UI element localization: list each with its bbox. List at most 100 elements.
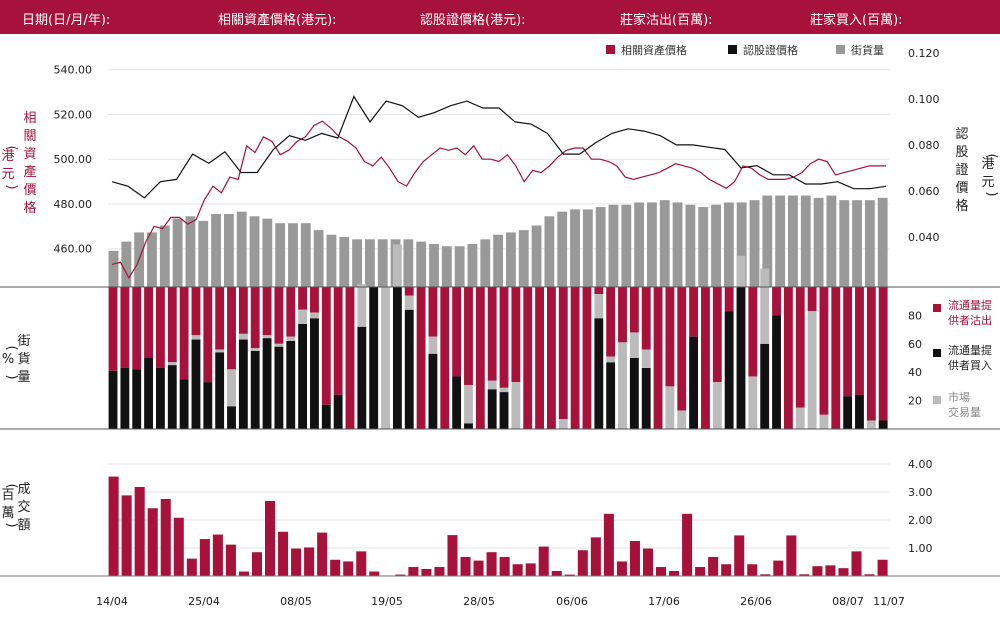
turnover-bar — [343, 561, 354, 576]
turnover-bar — [278, 531, 289, 576]
volume-bar — [762, 195, 773, 287]
mm-sell-bar — [511, 287, 521, 383]
left-tick-label: 520.00 — [54, 108, 93, 121]
mm-buy-bar — [369, 287, 379, 429]
mid-legend-swatch — [933, 349, 941, 357]
axis-label-char: 街 — [17, 334, 30, 349]
paren: ( — [4, 345, 19, 350]
volume-bar — [608, 204, 619, 287]
x-tick-label: 11/07 — [873, 595, 905, 608]
axis-label-char: 價 — [23, 183, 36, 198]
mm-buy-bar — [144, 358, 153, 429]
volume-bar — [826, 195, 837, 287]
market-volume-bar — [191, 335, 201, 340]
turnover-bar — [603, 513, 614, 576]
volume-bar — [864, 200, 875, 287]
turnover-bar — [669, 570, 680, 576]
right-tick-label: 0.080 — [908, 139, 940, 152]
mm-buy-bar — [227, 406, 236, 429]
bottom-panel — [108, 476, 888, 576]
mm-sell-bar — [238, 287, 248, 334]
volume-bar — [147, 232, 157, 287]
right-tick-label: 0.100 — [908, 93, 940, 106]
mm-buy-bar — [286, 340, 296, 429]
axis-label-char: 港 — [1, 149, 14, 164]
bottom-tick-label: 3.00 — [908, 486, 933, 499]
mm-buy-bar — [155, 367, 165, 429]
mm-sell-bar — [404, 287, 414, 296]
volume-bar — [570, 209, 580, 287]
mm-buy-bar — [404, 309, 414, 429]
turnover-bar — [564, 574, 575, 576]
mm-sell-bar — [416, 287, 426, 429]
volume-bar — [557, 211, 568, 287]
mm-buy-bar — [689, 336, 699, 429]
axis-label-char: 元 — [1, 167, 14, 182]
mm-buy-bar — [321, 404, 331, 429]
mm-sell-bar — [440, 287, 450, 429]
mm-sell-bar — [144, 287, 153, 358]
paren: ) — [4, 374, 19, 379]
left-tick-label: 500.00 — [54, 153, 93, 166]
turnover-bar — [212, 534, 223, 576]
left-tick-label: 480.00 — [54, 198, 93, 211]
volume-bar — [249, 216, 260, 287]
turnover-bar — [682, 513, 693, 576]
mm-buy-bar — [238, 339, 248, 429]
axis-label-char: 成 — [17, 482, 30, 497]
mm-buy-bar — [179, 379, 189, 429]
mm-sell-bar — [120, 287, 130, 368]
mm-sell-bar — [689, 287, 699, 337]
volume-bar — [788, 195, 798, 287]
x-tick-label: 28/05 — [463, 595, 495, 608]
volume-bar — [723, 202, 734, 287]
middle-panel — [108, 244, 888, 429]
volume-bar — [313, 230, 324, 287]
turnover-bar — [486, 552, 497, 576]
mm-sell-bar — [298, 287, 308, 310]
turnover-bar — [747, 564, 758, 576]
volume-bar — [429, 243, 439, 287]
mid-legend-swatch — [933, 396, 941, 404]
mm-sell-bar — [866, 287, 876, 421]
turnover-bar — [147, 508, 158, 576]
market-volume-bar — [238, 333, 248, 340]
legend-label: 認股證價格 — [743, 43, 798, 57]
turnover-bar — [773, 560, 784, 576]
volume-bar — [416, 241, 427, 287]
market-volume-bar — [392, 244, 402, 287]
volume-bar — [121, 241, 132, 287]
turnover-bar — [265, 500, 276, 576]
market-volume-bar — [677, 410, 687, 429]
turnover-bar — [799, 574, 810, 576]
volume-bar — [582, 209, 593, 287]
mm-sell-bar — [262, 287, 272, 336]
market-volume-bar — [760, 268, 770, 344]
volume-bar — [595, 207, 606, 287]
right-tick-label: 0.040 — [908, 231, 940, 244]
mm-sell-bar — [783, 287, 793, 429]
volume-bar — [467, 243, 478, 287]
mm-buy-bar — [878, 420, 888, 429]
x-tick-label: 14/04 — [96, 595, 128, 608]
market-volume-bar — [227, 369, 236, 407]
turnover-bar — [225, 544, 236, 576]
market-volume-bar — [167, 362, 177, 366]
axis-label-char: 關 — [23, 129, 36, 144]
volume-bar — [275, 223, 286, 287]
mm-buy-bar — [310, 318, 319, 429]
volume-bar — [403, 239, 414, 287]
turnover-bar — [551, 570, 562, 576]
turnover-bar — [199, 539, 210, 576]
market-volume-bar — [262, 335, 272, 339]
mm-sell-bar — [215, 287, 225, 350]
mm-sell-bar — [807, 287, 817, 312]
mm-sell-bar — [641, 287, 651, 350]
mm-sell-bar — [618, 287, 627, 343]
date-label: 日期(日/月/年): — [22, 13, 111, 28]
mm-sell-bar — [191, 287, 201, 336]
volume-bar — [223, 213, 234, 287]
mm-buy-bar — [428, 353, 438, 429]
volume-bar — [852, 200, 862, 287]
